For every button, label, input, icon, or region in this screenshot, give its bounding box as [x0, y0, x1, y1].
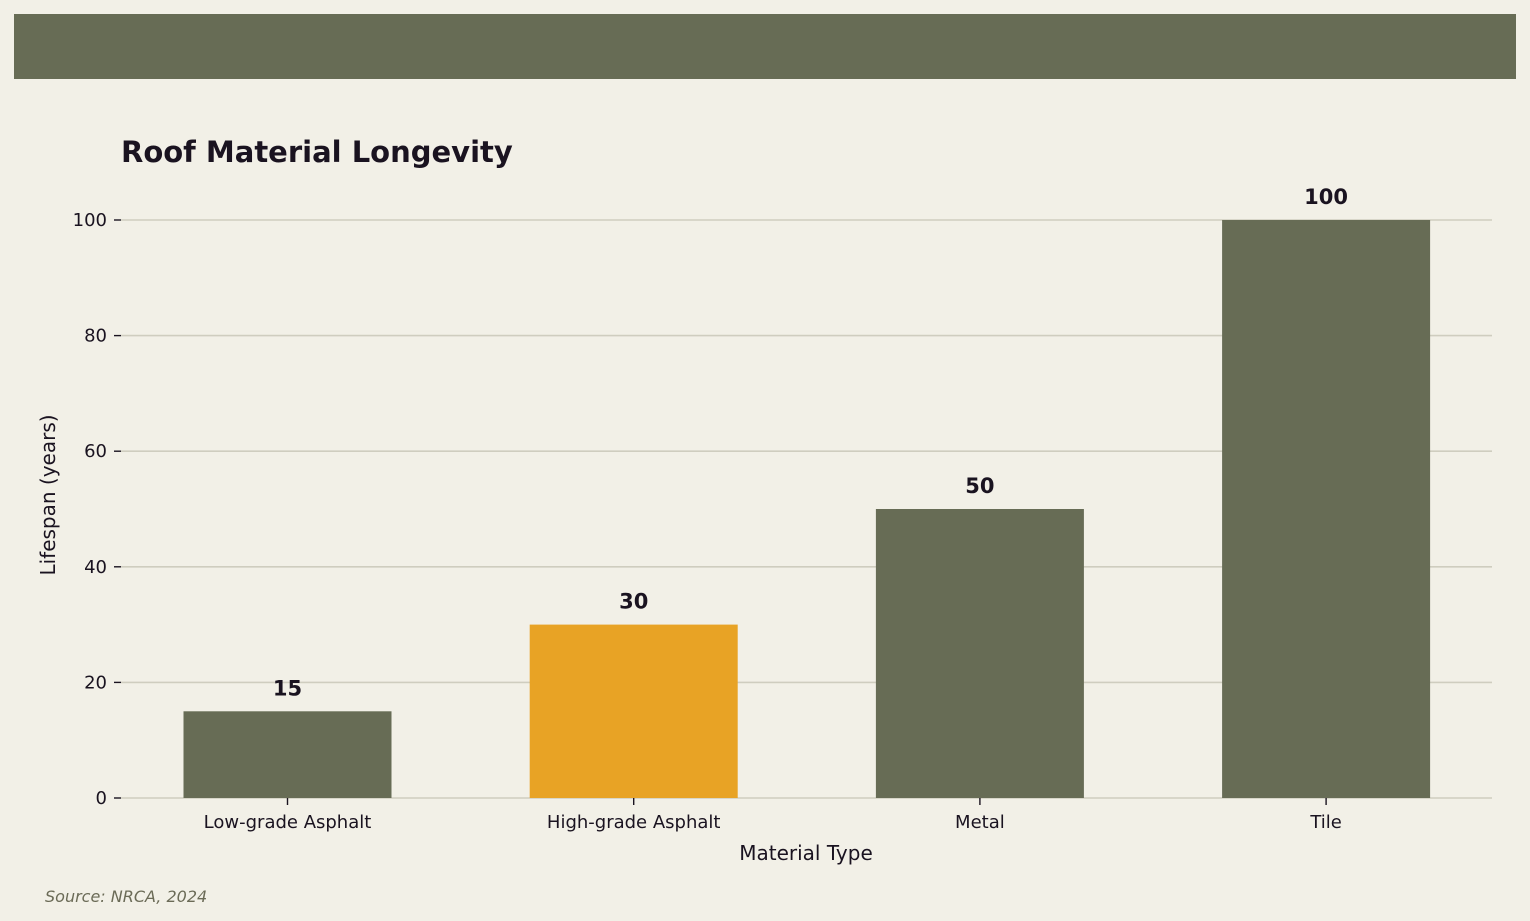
chart-title: Roof Material Longevity [121, 135, 513, 169]
y-tick-label: 60 [84, 441, 107, 462]
bar [1222, 220, 1431, 798]
data-label: 50 [965, 474, 994, 498]
x-axis-title: Material Type [739, 841, 873, 865]
bar [183, 711, 392, 798]
y-tick-label: 100 [73, 210, 107, 231]
data-label: 15 [273, 676, 302, 700]
y-tick-label: 20 [84, 672, 107, 693]
x-axis-ticks: Low-grade Asphalt High-grade Asphalt Metal… [204, 798, 1342, 833]
value-labels: 15 30 50 100 [273, 185, 1348, 700]
y-axis-ticks: 0 20 40 60 80 100 [73, 210, 121, 809]
y-tick-label: 40 [84, 557, 107, 578]
x-tick-label: Tile [1309, 812, 1342, 833]
x-tick-label: High-grade Asphalt [547, 812, 721, 833]
data-label: 100 [1304, 185, 1348, 209]
x-tick-label: Low-grade Asphalt [204, 812, 372, 833]
source-note: Source: NRCA, 2024 [45, 887, 207, 906]
bar [529, 624, 738, 798]
y-tick-label: 0 [96, 788, 107, 809]
bar [875, 509, 1084, 798]
y-tick-label: 80 [84, 326, 107, 347]
bars [183, 220, 1431, 798]
header-banner [14, 14, 1516, 79]
x-tick-label: Metal [955, 812, 1005, 833]
data-label: 30 [619, 590, 648, 614]
y-axis-title: Lifespan (years) [36, 414, 60, 575]
